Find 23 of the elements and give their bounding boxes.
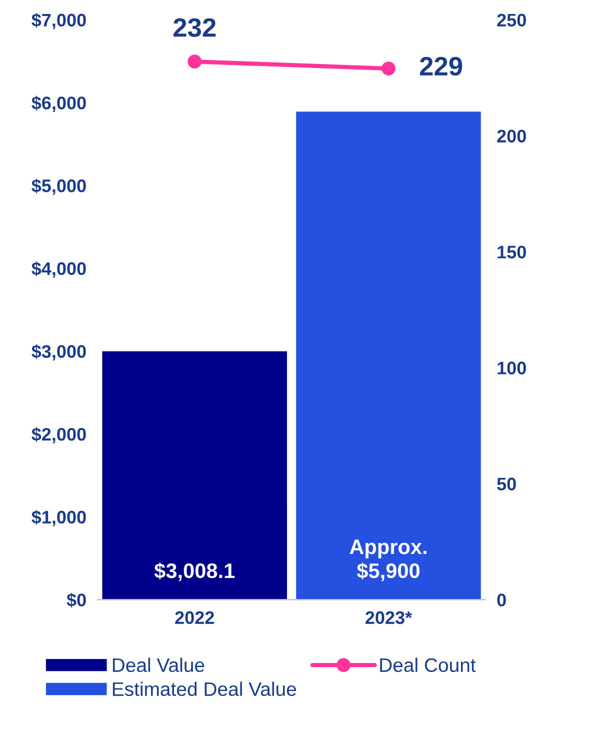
y2-tick-label: 0 [497, 594, 506, 606]
legend-label: Estimated Deal Value [112, 682, 296, 696]
y2-tick-label: 150 [498, 246, 526, 258]
y-tick-label: $6,000 [32, 96, 86, 112]
y2-tick-label: 100 [498, 362, 526, 374]
y-tick-label: $4,000 [32, 261, 86, 278]
x-tick-label: 2023* [366, 611, 412, 624]
data-label: 229 [420, 56, 462, 76]
legend-label: Deal Value [112, 658, 204, 672]
y-tick-label: $1,000 [32, 510, 86, 526]
y-tick-label: $0 [66, 592, 86, 608]
x-tick-label: 2022 [175, 611, 214, 624]
legend-label: Deal Count [380, 658, 476, 672]
y2-tick-label: 200 [497, 130, 526, 143]
y2-tick-label: 50 [497, 478, 516, 490]
y-tick-label: $3,000 [32, 344, 86, 361]
data-label: 232 [174, 18, 216, 37]
y-tick-label: $2,000 [32, 427, 86, 444]
data-label: $3,008.1 [154, 562, 235, 582]
y-tick-label: $5,000 [32, 178, 86, 195]
y2-tick-label: 250 [497, 14, 526, 27]
y-tick-label: $7,000 [32, 12, 86, 30]
data-label: Approx. $5,900 [350, 540, 426, 582]
